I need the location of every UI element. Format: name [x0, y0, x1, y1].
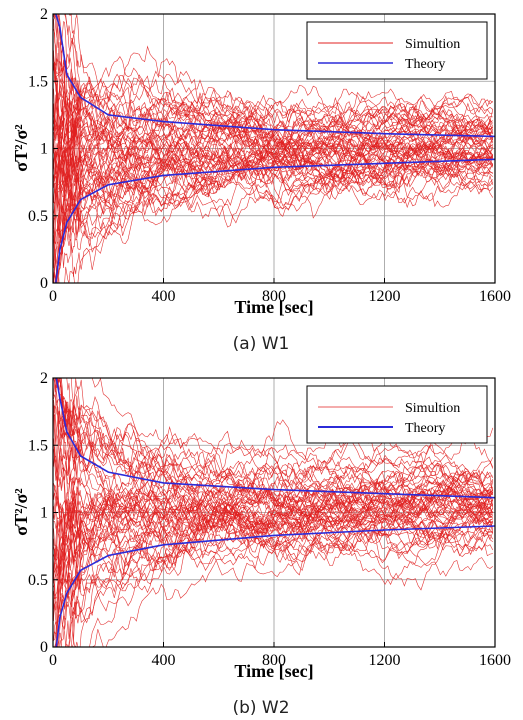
panel-caption-w1: (a) W1 [233, 334, 290, 354]
simulation-line [53, 469, 493, 624]
legend-label-simulation: Simultion [405, 37, 460, 52]
x-tick-label: 1200 [369, 652, 401, 669]
simulation-line [53, 54, 493, 212]
simulation-line [53, 462, 494, 558]
simulation-line [53, 394, 494, 538]
x-tick-label: 400 [152, 288, 176, 305]
simulation-line [53, 482, 494, 648]
simulation-line [53, 73, 494, 261]
panel-caption-w2: (b) W2 [232, 698, 289, 718]
simulation-line [53, 102, 493, 190]
simulation-line [53, 103, 494, 244]
x-tick-label: 1600 [479, 288, 511, 305]
x-tick-label: 400 [152, 652, 176, 669]
simulation-line [53, 66, 493, 166]
legend: Simultion Theory [306, 385, 488, 444]
simulation-line [53, 13, 494, 178]
x-axis-label: Time [sec] [234, 661, 313, 681]
x-tick-label: 0 [49, 652, 57, 669]
simulation-line [53, 455, 493, 582]
x-tick-label: 0 [49, 288, 57, 305]
y-tick-label: 1.5 [28, 437, 48, 454]
simulation-line [53, 96, 494, 193]
simulation-line [53, 13, 494, 197]
simulation-line [53, 13, 493, 159]
y-tick-label: 1.5 [28, 73, 48, 90]
y-axis-label: σT²/σ² [11, 488, 31, 535]
simulation-line [53, 404, 493, 528]
simulation-line [53, 94, 493, 169]
simulation-line [53, 405, 494, 540]
simulation-line [53, 143, 493, 284]
y-axis-label: σT²/σ² [11, 124, 31, 171]
simulation-line [53, 113, 493, 247]
simulation-line [53, 482, 494, 648]
y-tick-label: 2 [40, 6, 48, 23]
y-tick-label: 0.5 [28, 572, 48, 589]
simulation-line [53, 492, 493, 639]
theory-curve-lower [55, 158, 496, 284]
simulation-line [53, 121, 494, 284]
simulation-line [53, 42, 493, 195]
simulation-line [53, 82, 494, 182]
simulation-line [53, 90, 494, 200]
x-tick-label: 800 [262, 652, 286, 669]
x-axis-label: Time [sec] [234, 297, 313, 317]
chart-panel-w2: 0 400 800 1200 1600 0 0.5 1 1.5 2 Time [sec] σT²/… [11, 370, 511, 718]
theory-curve-lower [55, 525, 496, 648]
y-tick-label: 1 [40, 505, 48, 522]
simulation-line [53, 115, 494, 203]
x-tick-label: 800 [262, 288, 286, 305]
y-tick-label: 0 [40, 639, 48, 656]
simulation-line [53, 83, 493, 200]
simulation-line [53, 470, 494, 572]
theory-curve-upper [55, 13, 496, 138]
simulation-line [53, 497, 494, 648]
theory-curves [55, 377, 496, 648]
simulation-line [53, 147, 494, 284]
simulation-line [53, 377, 494, 572]
simulation-line [53, 142, 493, 284]
simulation-line [53, 58, 494, 177]
legend-label-theory: Theory [405, 57, 445, 72]
simulation-line [53, 109, 494, 205]
simulation-line [53, 377, 494, 522]
simulation-line [53, 498, 493, 648]
simulation-line [53, 499, 494, 648]
simulation-line [53, 464, 494, 612]
simulation-line [53, 420, 494, 593]
simulation-lines [53, 377, 494, 648]
chart-panel-w1: 0 400 800 1200 1600 0 0.5 1 1.5 2 Time [sec] σT²/… [11, 6, 511, 354]
legend-label-theory: Theory [405, 421, 445, 436]
simulation-line [53, 88, 494, 212]
simulation-line [53, 515, 494, 624]
legend-label-simulation: Simultion [405, 401, 460, 416]
simulation-line [53, 473, 494, 648]
y-tick-label: 2 [40, 370, 48, 387]
simulation-line [53, 439, 494, 541]
legend: Simultion Theory [306, 21, 488, 80]
simulation-line [53, 135, 493, 230]
simulation-line [53, 377, 494, 510]
theory-curves [55, 13, 496, 284]
simulation-line [53, 13, 494, 208]
legend-box [306, 385, 488, 444]
simulation-line [53, 488, 494, 576]
x-tick-label: 1600 [479, 652, 511, 669]
y-tick-label: 0.5 [28, 208, 48, 225]
simulation-line [53, 99, 493, 178]
x-tick-label: 1200 [369, 288, 401, 305]
simulation-line [53, 18, 494, 146]
simulation-line [53, 13, 494, 212]
simulation-line [53, 140, 493, 254]
y-tick-label: 1 [40, 141, 48, 158]
axis-ticks: 0 400 800 1200 1600 0 0.5 1 1.5 2 [28, 370, 511, 669]
legend-box [306, 21, 488, 80]
theory-curve-upper [55, 377, 496, 499]
axis-ticks: 0 400 800 1200 1600 0 0.5 1 1.5 2 [28, 6, 511, 305]
y-tick-label: 0 [40, 275, 48, 292]
